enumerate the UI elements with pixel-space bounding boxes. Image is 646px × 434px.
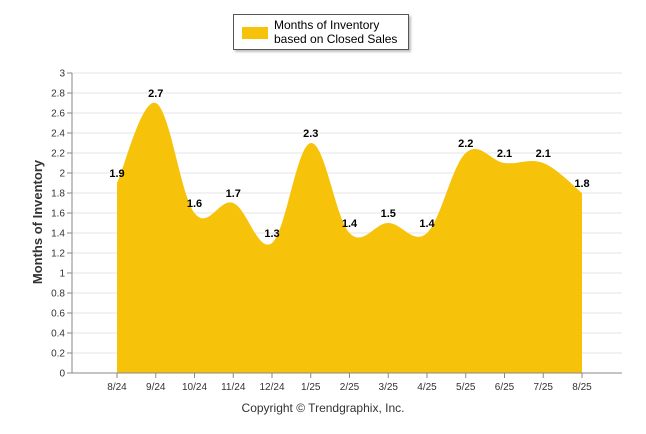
y-tick-label: 1.2 (51, 249, 65, 260)
x-tick-label: 1/25 (301, 382, 321, 393)
y-tick-label: 2.8 (51, 89, 65, 100)
data-label: 1.5 (381, 208, 396, 220)
x-tick-label: 12/24 (259, 382, 284, 393)
y-axis-label: Months of Inventory (30, 159, 45, 284)
x-tick-label: 3/25 (379, 382, 399, 393)
x-tick-label: 10/24 (182, 382, 207, 393)
y-tick-label: 2.4 (51, 129, 65, 140)
y-tick-label: 2 (59, 169, 65, 180)
y-tick-label: 1.8 (51, 189, 65, 200)
data-label: 2.2 (458, 138, 473, 150)
series-area-fill (117, 102, 582, 373)
y-axis-ticks: 0 0.2 0.4 0.6 0.8 1 1.2 1.4 1.6 1.8 2 2.2 2.4 2.6 2.8 3 (51, 69, 73, 380)
data-label: 2.1 (497, 148, 512, 160)
x-tick-label: 2/25 (340, 382, 360, 393)
series-area (117, 102, 582, 373)
x-tick-label: 4/25 (417, 382, 437, 393)
y-tick-label: 0.6 (51, 309, 65, 320)
legend-swatch (242, 27, 268, 39)
x-tick-label: 6/25 (495, 382, 515, 393)
y-tick-label: 1 (59, 269, 65, 280)
x-tick-label: 8/25 (572, 382, 592, 393)
data-label: 2.3 (303, 128, 318, 140)
y-tick-label: 2.6 (51, 109, 65, 120)
y-tick-label: 1.6 (51, 209, 65, 220)
x-tick-label: 8/24 (107, 382, 127, 393)
x-tick-label: 9/24 (146, 382, 166, 393)
y-tick-label: 3 (59, 69, 65, 80)
y-tick-label: 2.2 (51, 149, 65, 160)
data-labels: 1.9 2.7 1.6 1.7 1.3 2.3 1.4 1.5 1.4 2.2 2.1 2.1 1.8 (109, 88, 589, 240)
y-tick-label: 0.8 (51, 289, 65, 300)
data-label: 2.1 (536, 148, 551, 160)
y-tick-label: 0 (59, 369, 65, 380)
data-label: 1.3 (264, 228, 279, 240)
data-label: 1.8 (574, 178, 589, 190)
data-label: 1.9 (109, 168, 124, 180)
y-tick-label: 1.4 (51, 229, 65, 240)
x-tick-label: 7/25 (534, 382, 554, 393)
x-tick-label: 11/24 (221, 382, 246, 393)
data-label: 1.4 (342, 218, 358, 230)
x-tick-label: 5/25 (456, 382, 476, 393)
copyright-text: Copyright © Trendgraphix, Inc. (241, 401, 405, 415)
x-axis: 8/24 9/24 10/24 11/24 12/24 1/25 2/25 3/25 4/25 5… (72, 372, 622, 393)
data-label: 1.6 (187, 198, 202, 210)
data-label: 2.7 (148, 88, 163, 100)
y-tick-label: 0.2 (51, 349, 65, 360)
legend-label: Months of Inventory based on Closed Sale… (274, 18, 398, 46)
data-label: 1.7 (226, 188, 241, 200)
y-tick-label: 0.4 (51, 329, 65, 340)
legend: Months of Inventory based on Closed Sale… (233, 14, 409, 50)
data-label: 1.4 (419, 218, 435, 230)
